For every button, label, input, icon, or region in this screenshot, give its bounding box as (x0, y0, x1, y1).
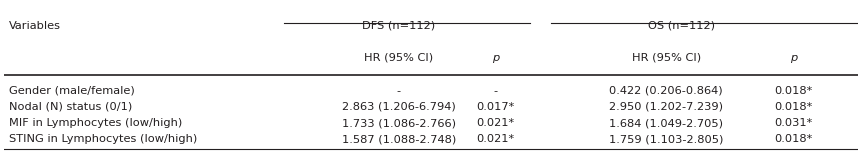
Text: 0.031*: 0.031* (774, 118, 813, 128)
Text: STING in Lymphocytes (low/high): STING in Lymphocytes (low/high) (9, 134, 197, 144)
Text: 0.021*: 0.021* (476, 118, 514, 128)
Text: p: p (492, 53, 499, 63)
Text: HR (95% CI): HR (95% CI) (365, 53, 433, 63)
Text: 0.018*: 0.018* (774, 102, 813, 112)
Text: -: - (494, 86, 497, 96)
Text: 2.863 (1.206-6.794): 2.863 (1.206-6.794) (342, 102, 456, 112)
Text: 1.684 (1.049-2.705): 1.684 (1.049-2.705) (609, 118, 723, 128)
Text: 2.950 (1.202-7.239): 2.950 (1.202-7.239) (609, 102, 723, 112)
Text: HR (95% CI): HR (95% CI) (631, 53, 701, 63)
Text: Gender (male/female): Gender (male/female) (9, 86, 134, 96)
Text: p: p (789, 53, 797, 63)
Text: 0.021*: 0.021* (476, 134, 514, 144)
Text: OS (n=112): OS (n=112) (648, 21, 715, 30)
Text: 1.733 (1.086-2.766): 1.733 (1.086-2.766) (341, 118, 456, 128)
Text: 0.422 (0.206-0.864): 0.422 (0.206-0.864) (610, 86, 723, 96)
Text: Nodal (N) status (0/1): Nodal (N) status (0/1) (9, 102, 132, 112)
Text: 0.017*: 0.017* (476, 102, 514, 112)
Text: 0.018*: 0.018* (774, 134, 813, 144)
Text: Variables: Variables (9, 21, 60, 30)
Text: 0.018*: 0.018* (774, 86, 813, 96)
Text: 1.759 (1.103-2.805): 1.759 (1.103-2.805) (609, 134, 723, 144)
Text: -: - (396, 86, 401, 96)
Text: MIF in Lymphocytes (low/high): MIF in Lymphocytes (low/high) (9, 118, 181, 128)
Text: 1.587 (1.088-2.748): 1.587 (1.088-2.748) (341, 134, 456, 144)
Text: DFS (n=112): DFS (n=112) (362, 21, 435, 30)
